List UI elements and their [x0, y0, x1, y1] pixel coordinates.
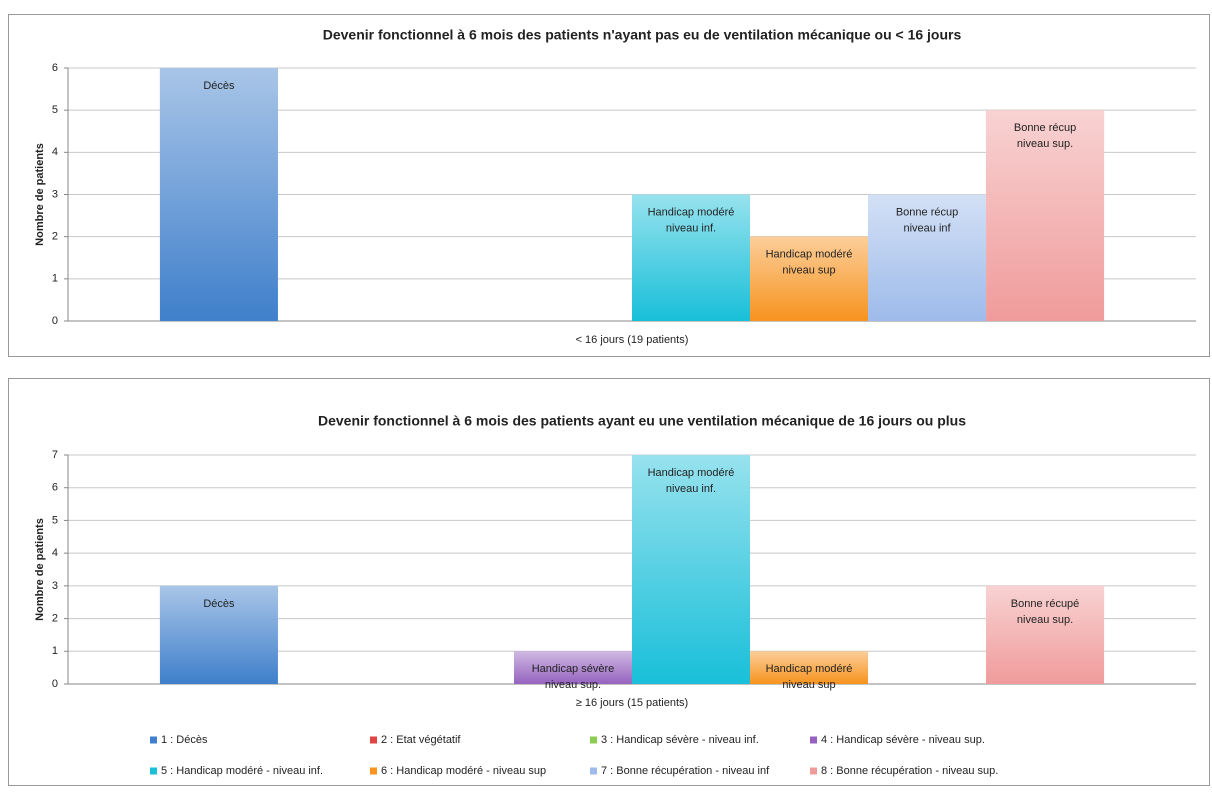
chart-frame — [8, 378, 1210, 786]
data-label: niveau inf. — [666, 222, 716, 234]
data-label: Handicap modéré — [766, 249, 853, 261]
data-label: niveau sup. — [545, 679, 601, 691]
data-label: niveau sup. — [1017, 138, 1073, 150]
y-tick-label: 3 — [52, 580, 58, 592]
legend-label: 3 : Handicap sévère - niveau inf. — [601, 734, 759, 746]
data-label: Bonne récupé — [1011, 598, 1080, 610]
bar-shine — [159, 68, 278, 321]
data-label: Handicap modéré — [648, 467, 735, 479]
bar-shine — [868, 194, 987, 321]
chart-title: Devenir fonctionnel à 6 mois des patient… — [318, 413, 966, 429]
data-label: niveau inf. — [666, 483, 716, 495]
y-tick-label: 6 — [52, 62, 58, 74]
data-label: niveau sup. — [1017, 614, 1073, 626]
legend-label: 1 : Décès — [161, 734, 208, 746]
bar-shine — [632, 194, 751, 321]
data-label: Bonne récup — [896, 206, 958, 218]
bar-shine — [632, 455, 751, 684]
y-axis-label: Nombre de patients — [34, 143, 46, 246]
legend-label: 2 : Etat végétatif — [381, 734, 461, 746]
legend-swatch — [150, 736, 157, 744]
bar-shine — [159, 585, 278, 684]
chart-title: Devenir fonctionnel à 6 mois des patient… — [323, 27, 962, 43]
y-axis-label: Nombre de patients — [34, 518, 46, 621]
y-tick-label: 3 — [52, 188, 58, 200]
y-tick-label: 7 — [52, 449, 58, 461]
bar-shine — [513, 651, 632, 684]
bar-shine — [986, 110, 1105, 322]
x-tick-label: < 16 jours (19 patients) — [576, 334, 689, 346]
legend-swatch — [590, 736, 597, 744]
y-tick-label: 0 — [52, 678, 58, 690]
legend-swatch — [810, 767, 817, 775]
data-label: niveau sup — [782, 265, 835, 277]
legend-swatch — [370, 736, 377, 744]
data-label: niveau sup — [782, 679, 835, 691]
legend-label: 6 : Handicap modéré - niveau sup — [381, 765, 546, 777]
data-label: Décès — [203, 80, 235, 92]
legend-swatch — [150, 767, 157, 775]
bar-shine — [750, 236, 869, 321]
data-label: Handicap modéré — [648, 206, 735, 218]
bar-shine — [986, 585, 1105, 684]
y-tick-label: 0 — [52, 315, 58, 327]
legend-label: 7 : Bonne récupération - niveau inf — [601, 765, 770, 777]
data-label: Handicap sévère — [532, 663, 615, 675]
bar-shine — [750, 651, 869, 684]
legend-swatch — [590, 767, 597, 775]
legend-label: 8 : Bonne récupération - niveau sup. — [821, 765, 998, 777]
legend-label: 5 : Handicap modéré - niveau inf. — [161, 765, 323, 777]
data-label: niveau inf — [903, 222, 951, 234]
y-tick-label: 5 — [52, 104, 58, 116]
legend-swatch — [810, 736, 817, 744]
data-label: Bonne récup — [1014, 122, 1076, 134]
legend-label: 4 : Handicap sévère - niveau sup. — [821, 734, 985, 746]
legend-swatch — [370, 767, 377, 775]
y-tick-label: 4 — [52, 146, 58, 158]
y-tick-label: 2 — [52, 612, 58, 624]
y-tick-label: 1 — [52, 273, 58, 285]
data-label: Handicap modéré — [766, 663, 853, 675]
y-tick-label: 2 — [52, 231, 58, 243]
y-tick-label: 1 — [52, 645, 58, 657]
x-tick-label: ≥ 16 jours (15 patients) — [576, 697, 688, 709]
y-tick-label: 6 — [52, 482, 58, 494]
y-tick-label: 5 — [52, 514, 58, 526]
y-tick-label: 4 — [52, 547, 58, 559]
data-label: Décès — [203, 598, 235, 610]
